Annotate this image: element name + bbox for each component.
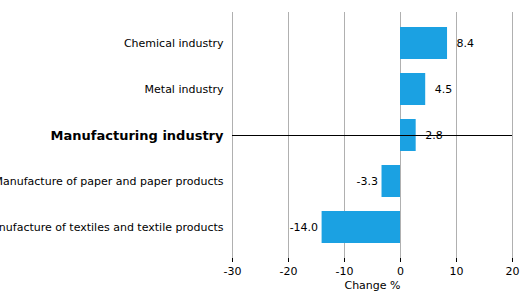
svg-text:Manufacturing industry: Manufacturing industry bbox=[51, 128, 224, 143]
svg-text:10: 10 bbox=[450, 265, 464, 278]
svg-text:Change %: Change % bbox=[344, 279, 400, 292]
svg-text:20: 20 bbox=[506, 265, 520, 278]
svg-text:-14.0: -14.0 bbox=[290, 221, 318, 234]
svg-text:8.4: 8.4 bbox=[457, 37, 475, 50]
svg-text:Metal industry: Metal industry bbox=[145, 83, 224, 96]
svg-text:Manufacture of textiles and te: Manufacture of textiles and textile prod… bbox=[0, 221, 224, 234]
svg-text:-10: -10 bbox=[336, 265, 354, 278]
svg-text:0: 0 bbox=[397, 265, 404, 278]
svg-text:Manufacture of paper and paper: Manufacture of paper and paper products bbox=[0, 175, 224, 188]
svg-text:4.5: 4.5 bbox=[435, 83, 453, 96]
svg-text:2.8: 2.8 bbox=[425, 129, 443, 142]
svg-text:-3.3: -3.3 bbox=[357, 175, 378, 188]
svg-text:Chemical industry: Chemical industry bbox=[124, 37, 224, 50]
svg-text:-30: -30 bbox=[224, 265, 242, 278]
svg-text:-20: -20 bbox=[280, 265, 298, 278]
